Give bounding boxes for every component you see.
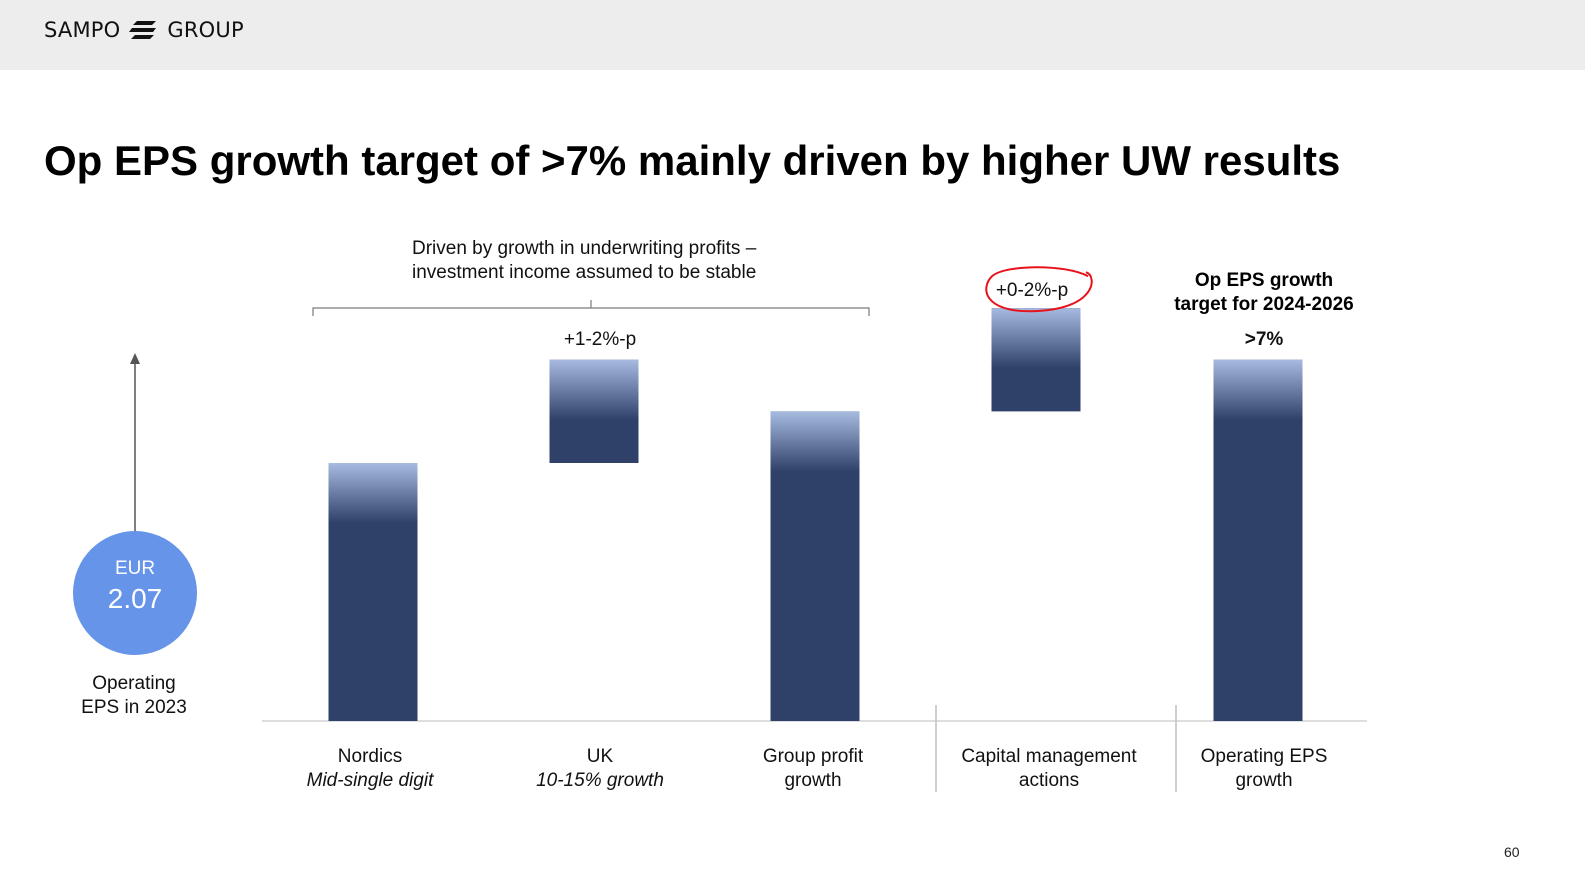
- sampo-logo: SAMPO GROUP: [44, 18, 244, 42]
- logo-text-right: GROUP: [167, 18, 244, 42]
- bar-2-value-label: +1-2%-p: [564, 329, 636, 350]
- eps-label-line1: Operating: [92, 673, 176, 694]
- bar-4-highlight: [991, 308, 1081, 369]
- category-label-2: UK: [587, 746, 614, 767]
- eps-label-line2: EPS in 2023: [81, 697, 187, 718]
- target-note-line2: target for 2024-2026: [1174, 294, 1354, 315]
- bar-1-highlight: [328, 463, 418, 523]
- chart-bars: +1-2%-p +0-2%-p >7% Nordics Mid-single digit…: [307, 266, 1328, 791]
- bar-2-highlight: [549, 359, 639, 420]
- bar-5: [1213, 359, 1303, 721]
- chart-decorations: Driven by growth in underwriting profits…: [130, 238, 1367, 792]
- eps-2023-label: Operating EPS in 2023: [54, 672, 214, 720]
- eps-value: 2.07: [107, 583, 163, 614]
- target-note-line1: Op EPS growth: [1195, 270, 1333, 291]
- category-label-5: Operating EPS: [1201, 746, 1328, 767]
- sampo-s-icon: [129, 21, 157, 39]
- category-sublabel-3: growth: [784, 770, 841, 791]
- annotation-circle: [985, 266, 1093, 313]
- category-sublabel-2: 10-15% growth: [536, 770, 664, 791]
- bracket-note-line1: Driven by growth in underwriting profits…: [412, 238, 757, 259]
- bar-5-highlight: [1213, 359, 1303, 420]
- page-title: Op EPS growth target of >7% mainly drive…: [44, 137, 1341, 184]
- page-number: 60: [1504, 844, 1520, 860]
- category-label-3: Group profit: [763, 746, 864, 767]
- bar-3-highlight: [770, 411, 860, 472]
- underwriting-bracket: [312, 300, 870, 316]
- eps-currency: EUR: [114, 558, 156, 579]
- category-sublabel-4: actions: [1019, 770, 1079, 791]
- category-sublabel-1: Mid-single digit: [307, 770, 434, 791]
- bar-5-value-label: >7%: [1245, 329, 1284, 350]
- eps-2023-circle: EUR 2.07: [73, 531, 197, 655]
- category-label-1: Nordics: [338, 746, 402, 767]
- bar-4-value-label: +0-2%-p: [996, 280, 1068, 301]
- category-sublabel-5: growth: [1235, 770, 1292, 791]
- bracket-note-line2: investment income assumed to be stable: [412, 262, 756, 283]
- logo-text-left: SAMPO: [44, 18, 121, 42]
- category-label-4: Capital management: [961, 746, 1137, 767]
- header-bar: SAMPO GROUP: [0, 0, 1585, 70]
- eps-arrow-head: [130, 353, 140, 364]
